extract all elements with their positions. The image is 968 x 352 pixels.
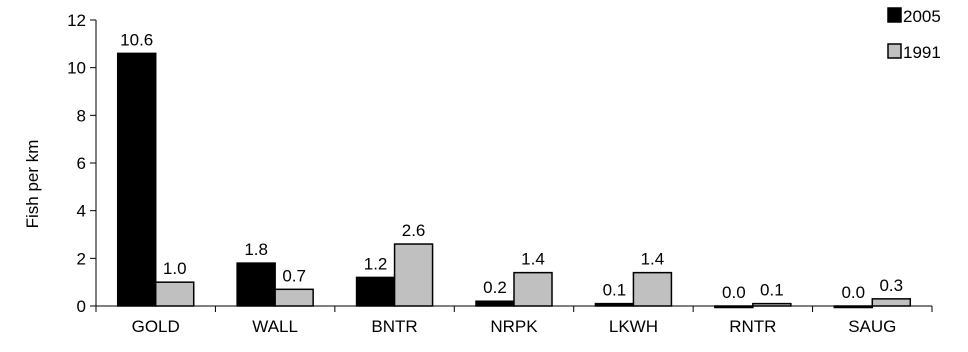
bar-1991-LKWH	[632, 271, 673, 307]
y-axis-ticks: 0 2 4 6 8 10 12	[67, 11, 97, 316]
bar-1991-GOLD	[154, 281, 195, 307]
legend-label-2005: 2005	[903, 7, 941, 26]
legend-label-1991: 1991	[903, 43, 941, 62]
data-label: 0.1	[603, 281, 627, 300]
data-label: 2.6	[402, 221, 426, 240]
legend: 2005 1991	[887, 7, 941, 62]
y-tick-label: 8	[77, 106, 86, 125]
data-label: 0.7	[282, 266, 306, 285]
bar-1991-SAUG	[871, 298, 912, 307]
bar-1991-BNTR	[393, 243, 434, 307]
x-tick-label: GOLD	[132, 317, 180, 336]
bar-1991-WALL	[274, 288, 314, 307]
bar-1991-NRPK	[513, 271, 553, 307]
data-label: 1.2	[364, 254, 388, 273]
y-tick-label: 10	[67, 59, 86, 78]
x-tick-label: LKWH	[609, 317, 658, 336]
x-tick-label: SAUG	[848, 317, 896, 336]
data-labels: 10.6 1.8 1.2 0.2 0.1 0.0 0.0 1.0 0.7 2.6 1.4 1.4 0.1…	[120, 30, 903, 302]
y-tick-label: 2	[77, 249, 86, 268]
y-axis-label: Fish per km	[23, 140, 42, 229]
data-label: 0.1	[760, 281, 784, 300]
legend-swatch-2005	[887, 7, 902, 23]
bar-2005-GOLD	[116, 52, 157, 307]
y-tick-label: 4	[77, 202, 86, 221]
x-tick-label: NRPK	[490, 317, 538, 336]
data-label: 1.8	[244, 240, 268, 259]
data-label: 1.4	[641, 250, 665, 269]
y-tick-label: 0	[77, 297, 86, 316]
data-label: 0.0	[841, 283, 865, 302]
data-label: 0.0	[722, 283, 746, 302]
bar-2005-NRPK	[475, 300, 515, 307]
x-tick-label: RNTR	[729, 317, 776, 336]
x-tick-label: BNTR	[371, 317, 417, 336]
bar-2005-BNTR	[355, 276, 396, 307]
bar-2005-WALL	[236, 262, 276, 307]
data-label: 1.4	[521, 250, 545, 269]
legend-swatch-1991	[887, 43, 902, 59]
y-tick-label: 6	[77, 154, 86, 173]
data-label: 10.6	[120, 30, 153, 49]
x-tick-label: WALL	[252, 317, 298, 336]
data-label: 1.0	[163, 259, 187, 278]
data-label: 0.2	[483, 278, 507, 297]
data-label: 0.3	[879, 276, 903, 295]
y-tick-label: 12	[67, 11, 86, 30]
x-axis: GOLD WALL BNTR NRPK LKWH RNTR SAUG	[95, 305, 933, 336]
bars	[116, 52, 912, 309]
